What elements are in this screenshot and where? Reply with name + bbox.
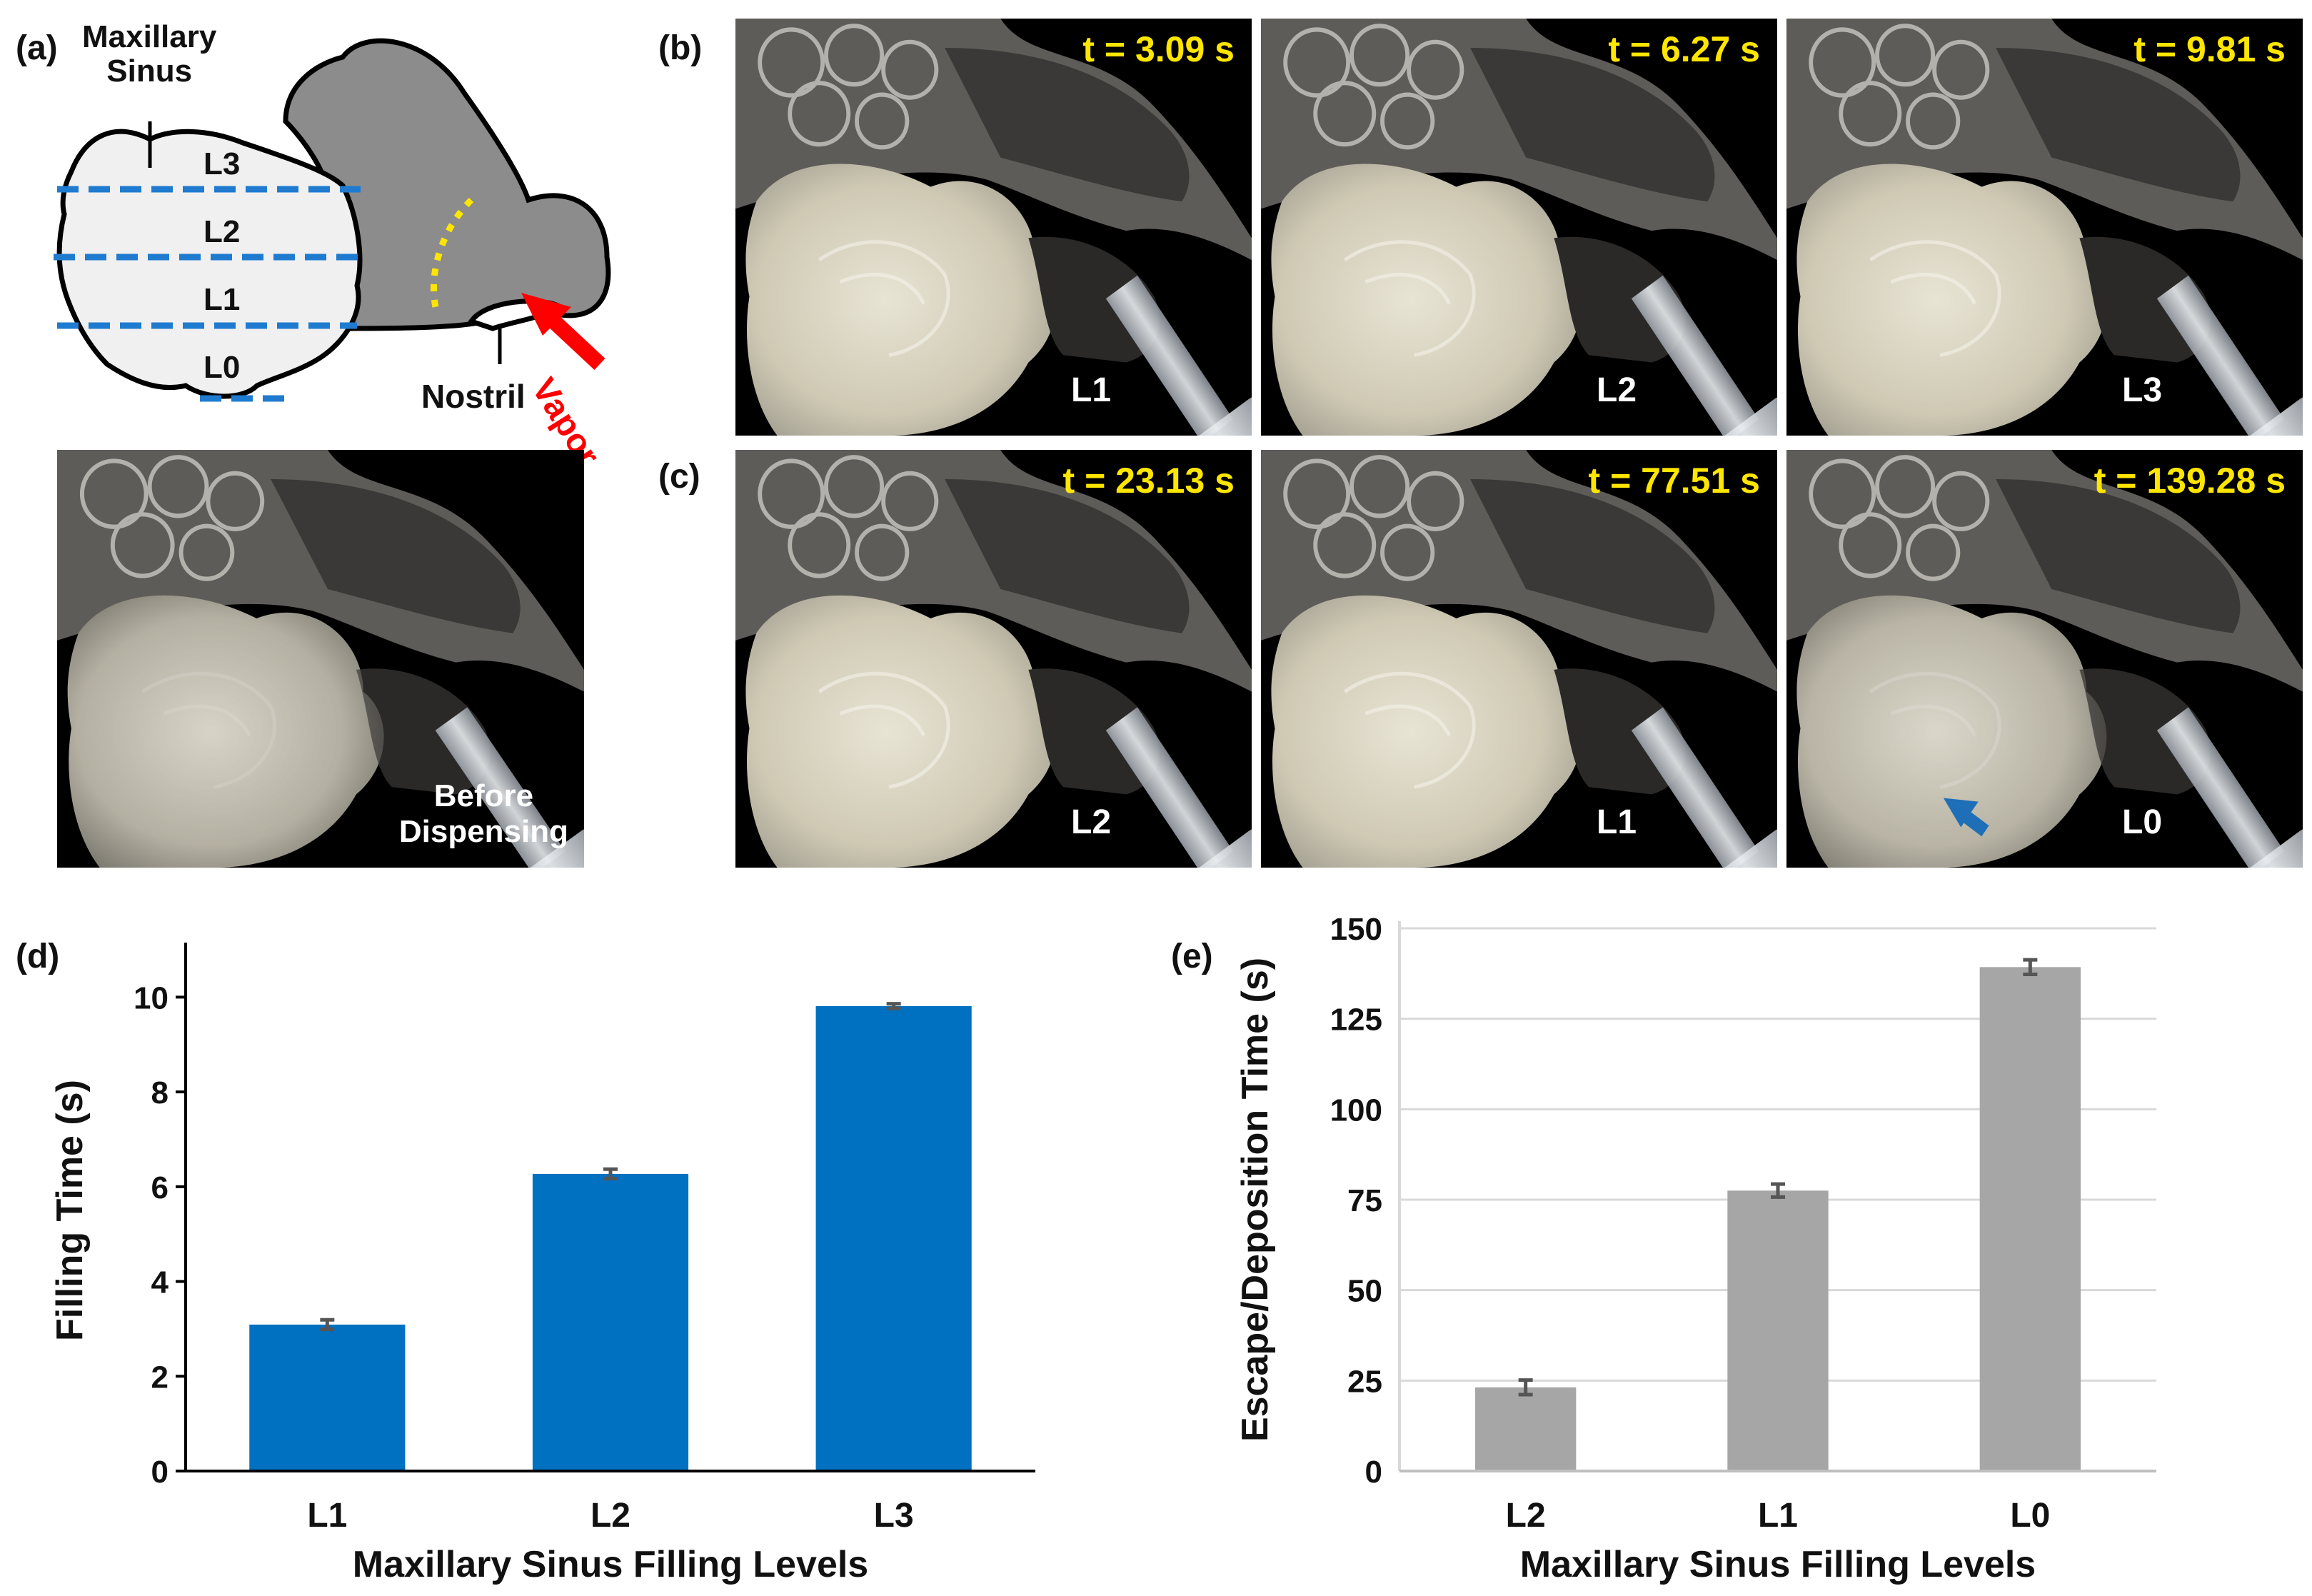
y-tick-label: 25 (1347, 1364, 1382, 1399)
level-label-l0: L0 (203, 350, 241, 385)
y-tick-label: 2 (151, 1360, 169, 1395)
model-photo-image (1786, 450, 2303, 868)
y-tick-label: 6 (151, 1170, 169, 1205)
x-tick-label: L0 (2010, 1497, 2050, 1535)
time-label: t = 9.81 s (2133, 29, 2286, 69)
error-bar-l1 (1771, 1182, 1785, 1199)
maxillary-sinus-shape (56, 129, 363, 399)
sinus-label: Maxillary Sinus (82, 19, 217, 89)
photo-b-1: t = 3.09 s L1 (735, 19, 1252, 436)
panel-d-label: (d) (16, 938, 60, 975)
photo-b-3: t = 9.81 s L3 (1786, 19, 2303, 436)
bar-l3 (815, 1005, 972, 1471)
panel-e-label: (e) (1171, 938, 1213, 975)
photo-b-2: t = 6.27 s L2 (1261, 19, 1777, 436)
level-label-l3: L3 (203, 146, 241, 181)
vapor-arrow (521, 293, 605, 371)
y-tick-label: 100 (1330, 1093, 1382, 1128)
photo-before-dispensing: Before Dispensing (57, 450, 584, 868)
y-tick-label: 10 (134, 980, 169, 1015)
y-tick-label: 8 (151, 1075, 169, 1110)
vapor-arrowhead (521, 293, 571, 336)
model-photo-image (735, 450, 1252, 868)
y-tick-label: 125 (1330, 1003, 1382, 1038)
y-axis-label: Escape/Deposition Time (s) (1235, 958, 1276, 1442)
panel-b-label: (b) (658, 29, 703, 67)
time-label: t = 77.51 s (1588, 461, 1760, 501)
y-tick-label: 0 (1365, 1455, 1382, 1490)
time-label: t = 139.28 s (2094, 461, 2286, 501)
level-label: L2 (1597, 371, 1637, 409)
error-bar-l3 (886, 1002, 901, 1010)
model-photo-image (57, 450, 584, 868)
y-tick-label: 75 (1347, 1183, 1382, 1218)
x-tick-label: L1 (1758, 1497, 1798, 1535)
model-photo-image (1786, 19, 2303, 436)
y-tick-label: 50 (1347, 1274, 1382, 1309)
x-tick-label: L2 (590, 1497, 630, 1535)
x-axis-label: Maxillary Sinus Filling Levels (353, 1544, 868, 1585)
bar-l1 (1727, 1190, 1829, 1471)
error-bar-l0 (2023, 958, 2038, 976)
photo-c-3: t = 139.28 s L0 (1786, 450, 2303, 868)
time-label: t = 23.13 s (1062, 461, 1235, 501)
y-tick-label: 0 (151, 1455, 169, 1490)
bar-l2 (1475, 1387, 1577, 1471)
error-bar-l1 (320, 1318, 335, 1332)
level-lines (54, 186, 364, 402)
bar-l2 (532, 1173, 689, 1471)
level-label: L1 (1071, 371, 1112, 409)
bar-l1 (249, 1324, 406, 1471)
y-axis-label: Filling Time (s) (49, 1080, 91, 1341)
before-dispensing-caption: Before Dispensing (398, 778, 568, 850)
panel-a-label: (a) (16, 29, 58, 67)
level-label: L3 (2122, 371, 2163, 409)
x-tick-label: L1 (307, 1497, 347, 1535)
panel-c-label: (c) (658, 458, 700, 496)
level-label-l2: L2 (203, 214, 241, 249)
level-label: L0 (2122, 803, 2163, 841)
chart-escape-deposition-time: 0 25 50 75 100 125 150 L2 L1 L0 Maxillary Sinus Fi… (1235, 912, 2156, 1585)
bar-l0 (1979, 967, 2081, 1471)
y-tick-label: 4 (151, 1265, 169, 1300)
x-axis-label: Maxillary Sinus Filling Levels (1520, 1544, 2036, 1585)
error-bar-l2 (603, 1167, 618, 1181)
sinus-schematic (54, 38, 611, 402)
x-tick-label: L2 (1506, 1497, 1546, 1535)
model-photo-image (735, 19, 1252, 436)
photo-c-1: t = 23.13 s L2 (735, 450, 1252, 868)
error-bar-l2 (1518, 1378, 1533, 1397)
level-label: L1 (1597, 803, 1637, 841)
model-photo-image (1261, 19, 1777, 436)
time-label: t = 3.09 s (1082, 29, 1235, 69)
y-tick-label: 150 (1330, 912, 1382, 947)
time-label: t = 6.27 s (1608, 29, 1760, 69)
level-label: L2 (1071, 803, 1112, 841)
level-label-l1: L1 (203, 282, 241, 317)
x-tick-label: L3 (874, 1497, 914, 1535)
model-photo-image (1261, 450, 1777, 868)
blue-arrow-icon (1943, 798, 1989, 837)
photo-c-2: t = 77.51 s L1 (1261, 450, 1777, 868)
nostril-label: Nostril (421, 378, 526, 415)
